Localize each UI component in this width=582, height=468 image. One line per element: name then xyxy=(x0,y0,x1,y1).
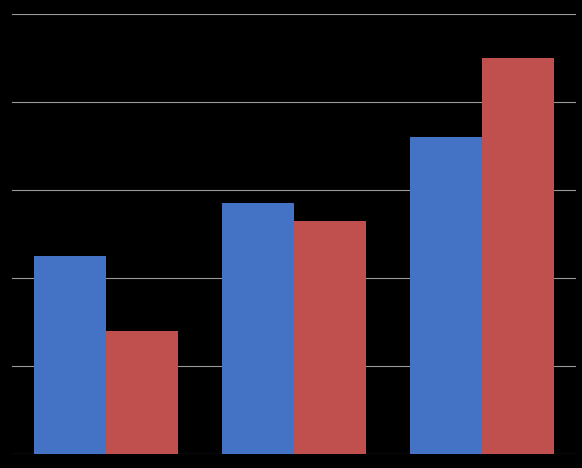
Bar xyxy=(294,221,365,454)
Bar xyxy=(34,256,106,454)
Bar xyxy=(482,58,554,454)
Bar xyxy=(106,331,178,454)
Bar xyxy=(410,137,482,454)
Bar xyxy=(222,203,294,454)
